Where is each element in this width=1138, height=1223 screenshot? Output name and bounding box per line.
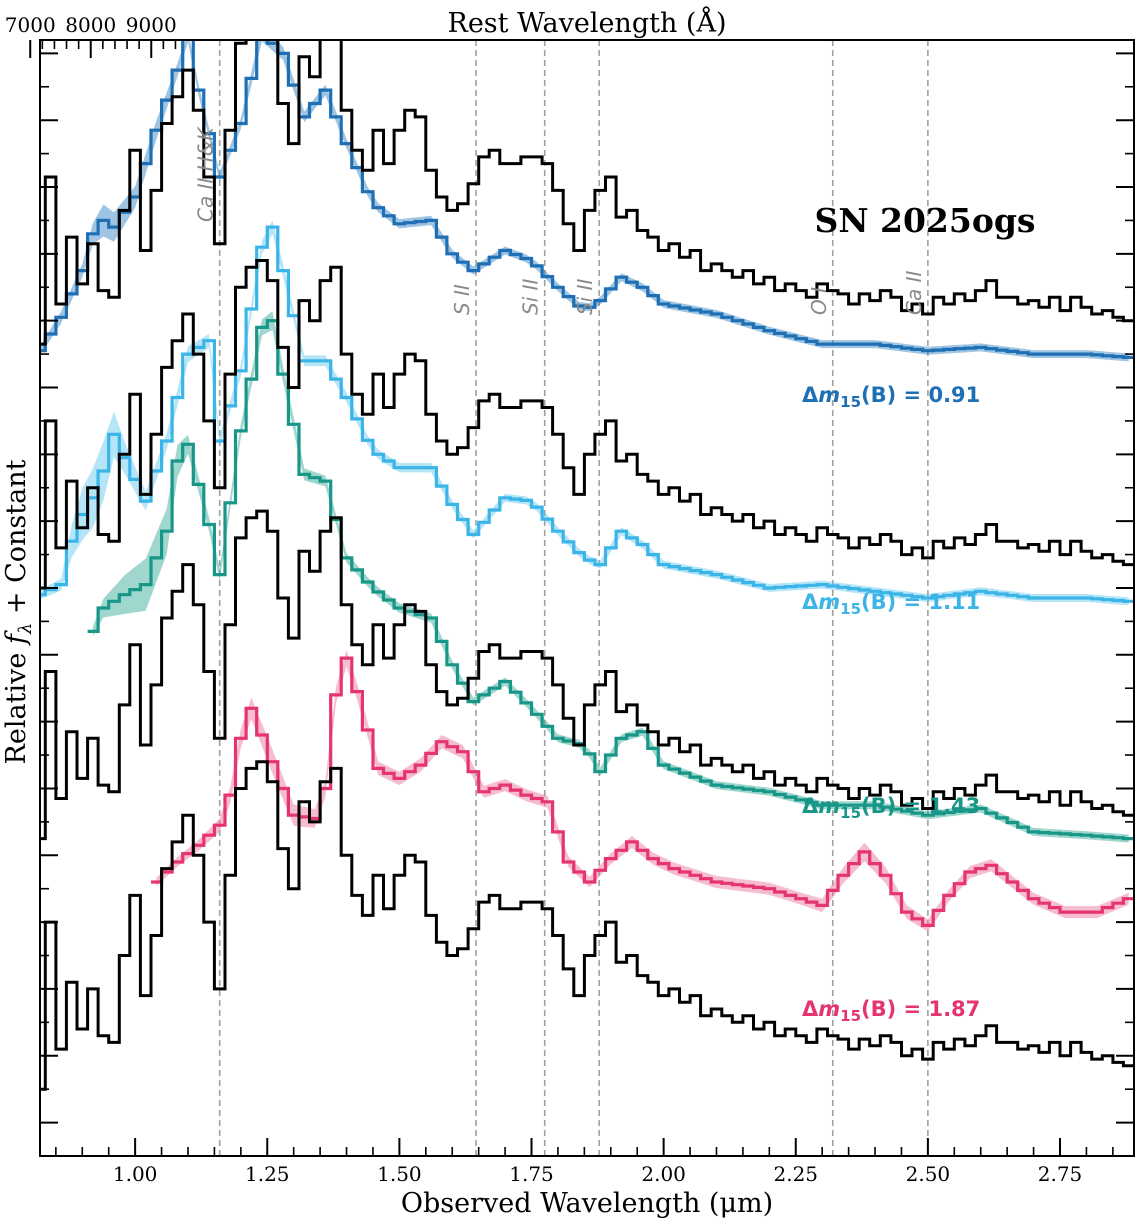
observed-spectrum-3 xyxy=(40,760,1134,1091)
chart-title: SN 2025ogs xyxy=(815,201,1036,240)
y-axis-title: Relative fλ + Constant xyxy=(1,459,36,764)
model-spectrum-0 xyxy=(40,40,1134,359)
series-label-2: Δm15(B) = 1.43 xyxy=(802,794,980,822)
observed-spectra xyxy=(40,40,1134,1091)
model-spectrum-2 xyxy=(87,319,1134,841)
axis-tick-labels: 1.001.251.501.752.002.252.502.7530004000… xyxy=(5,13,1083,1186)
model-spectrum-3 xyxy=(151,656,1134,927)
x-tick-label-6: 2.50 xyxy=(906,1162,951,1186)
line-marker-labels: Ca II H&K S II Si II Si II O I Ca II xyxy=(194,126,926,315)
top-tick-label-5: 8000 xyxy=(65,13,116,37)
line-marker-label-3: Si II xyxy=(573,278,597,315)
observed-spectrum-0 xyxy=(40,40,1134,346)
observed-spectrum-2 xyxy=(40,509,1134,841)
x-tick-label-2: 1.50 xyxy=(377,1162,422,1186)
x-tick-label-4: 2.00 xyxy=(641,1162,686,1186)
line-marker-label-1: S II xyxy=(450,284,474,315)
series-labels: Δm15(B) = 0.91 Δm15(B) = 1.11 Δm15(B) = 1.… xyxy=(802,383,980,1025)
top-axis-title: Rest Wavelength (Å) xyxy=(447,6,726,39)
x-tick-label-0: 1.00 xyxy=(113,1162,158,1186)
top-tick-label-4: 7000 xyxy=(5,13,56,37)
x-tick-label-7: 2.75 xyxy=(1038,1162,1083,1186)
plot-frame xyxy=(39,39,1135,1157)
observed-spectrum-1 xyxy=(40,259,1134,590)
x-tick-label-5: 2.25 xyxy=(773,1162,818,1186)
line-marker-label-5: Ca II xyxy=(902,271,926,315)
axis-ticks xyxy=(29,40,1134,1156)
line-markers xyxy=(218,40,929,1156)
x-axis-title: Observed Wavelength (μm) xyxy=(401,1188,773,1219)
model-spectrum-1 xyxy=(40,225,1134,603)
series-label-1: Δm15(B) = 1.11 xyxy=(802,590,980,618)
model-spectra xyxy=(40,40,1134,927)
x-tick-label-3: 1.75 xyxy=(509,1162,554,1186)
line-marker-label-0: Ca II H&K xyxy=(194,126,218,222)
line-marker-label-4: O I xyxy=(807,287,831,315)
series-label-0: Δm15(B) = 0.91 xyxy=(802,383,980,411)
line-marker-label-2: Si II xyxy=(519,278,543,315)
x-tick-label-1: 1.25 xyxy=(245,1162,290,1186)
series-label-3: Δm15(B) = 1.87 xyxy=(802,997,980,1025)
top-tick-label-6: 9000 xyxy=(126,13,177,37)
